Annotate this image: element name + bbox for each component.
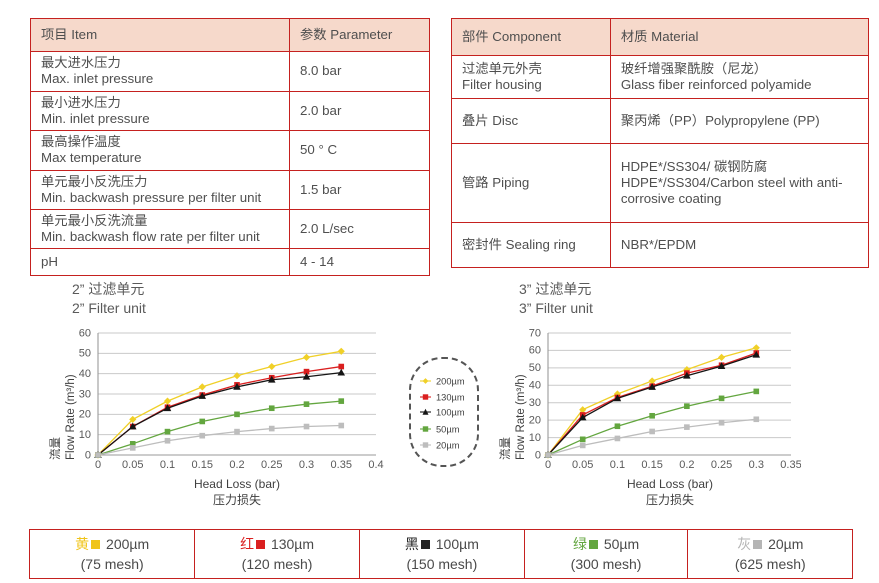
svg-text:40: 40	[79, 368, 91, 380]
svg-text:0.15: 0.15	[192, 459, 213, 471]
svg-text:0.2: 0.2	[229, 459, 244, 471]
svg-text:0.35: 0.35	[780, 459, 801, 471]
svg-text:0.1: 0.1	[160, 459, 175, 471]
svg-text:30: 30	[79, 388, 91, 400]
svg-text:0: 0	[535, 449, 541, 461]
svg-text:10: 10	[79, 429, 91, 441]
svg-text:100µm: 100µm	[436, 407, 465, 417]
svg-text:0: 0	[545, 459, 551, 471]
svg-text:0.25: 0.25	[261, 459, 282, 471]
svg-text:50µm: 50µm	[436, 424, 460, 434]
svg-text:200µm: 200µm	[436, 376, 465, 386]
svg-text:0: 0	[95, 459, 101, 471]
svg-text:60: 60	[529, 345, 541, 357]
svg-text:0.3: 0.3	[299, 459, 314, 471]
svg-text:20µm: 20µm	[436, 440, 460, 450]
svg-text:0.3: 0.3	[749, 459, 764, 471]
svg-text:0: 0	[85, 449, 91, 461]
svg-text:0.15: 0.15	[641, 459, 662, 471]
svg-text:0.25: 0.25	[711, 459, 732, 471]
svg-text:0.35: 0.35	[331, 459, 352, 471]
svg-text:0.4: 0.4	[368, 459, 383, 471]
svg-text:70: 70	[529, 327, 541, 339]
svg-text:10: 10	[529, 432, 541, 444]
svg-text:30: 30	[529, 397, 541, 409]
svg-text:50: 50	[529, 362, 541, 374]
svg-text:0.05: 0.05	[122, 459, 143, 471]
svg-text:60: 60	[79, 327, 91, 339]
svg-text:50: 50	[79, 348, 91, 360]
svg-text:40: 40	[529, 380, 541, 392]
svg-text:20: 20	[529, 414, 541, 426]
svg-text:130µm: 130µm	[436, 392, 465, 402]
svg-text:0.05: 0.05	[572, 459, 593, 471]
svg-text:0.2: 0.2	[679, 459, 694, 471]
svg-text:20: 20	[79, 409, 91, 421]
svg-text:0.1: 0.1	[610, 459, 625, 471]
